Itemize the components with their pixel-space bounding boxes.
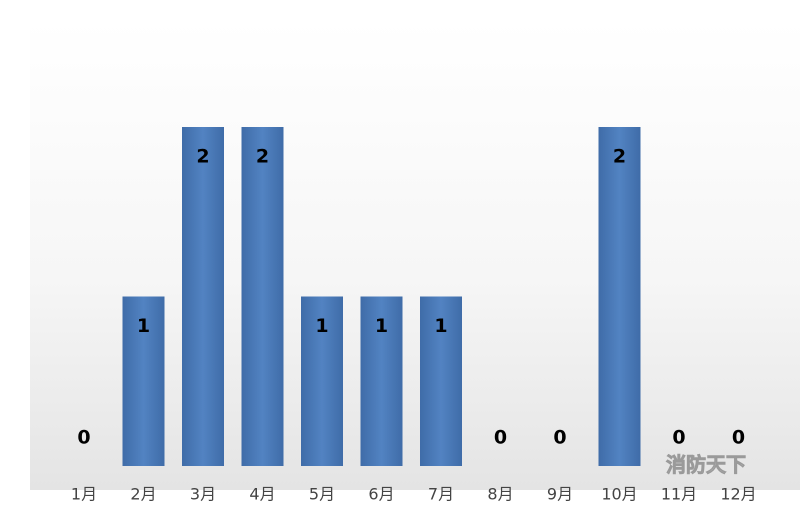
bar — [360, 296, 403, 466]
value-label: 2 — [196, 146, 209, 168]
x-tick-label: 6月 — [368, 485, 394, 504]
bar — [182, 127, 224, 466]
bar — [122, 296, 165, 466]
bar — [241, 127, 284, 466]
value-label: 0 — [494, 427, 507, 449]
bar — [301, 296, 343, 466]
x-tick-label: 2月 — [130, 485, 156, 504]
x-tick-label: 3月 — [190, 485, 216, 504]
x-tick-label: 11月 — [661, 485, 697, 504]
value-label: 1 — [315, 315, 328, 337]
value-label: 1 — [375, 315, 388, 337]
value-label: 0 — [77, 427, 90, 449]
x-tick-label: 4月 — [249, 485, 275, 504]
x-tick-label: 7月 — [428, 485, 454, 504]
x-tick-label: 8月 — [487, 485, 513, 504]
bar — [598, 127, 641, 466]
x-tick-label: 1月 — [71, 485, 97, 504]
value-label: 1 — [137, 315, 150, 337]
x-tick-label: 9月 — [547, 485, 573, 504]
watermark: 消防天下 — [666, 453, 746, 477]
value-label: 2 — [256, 146, 269, 168]
value-label: 0 — [732, 427, 745, 449]
x-tick-label: 5月 — [309, 485, 335, 504]
value-label: 2 — [613, 146, 626, 168]
value-label: 1 — [434, 315, 447, 337]
value-label: 0 — [553, 427, 566, 449]
bar — [420, 296, 462, 466]
value-label: 0 — [672, 427, 685, 449]
x-tick-label: 12月 — [720, 485, 756, 504]
x-tick-label: 10月 — [601, 485, 637, 504]
